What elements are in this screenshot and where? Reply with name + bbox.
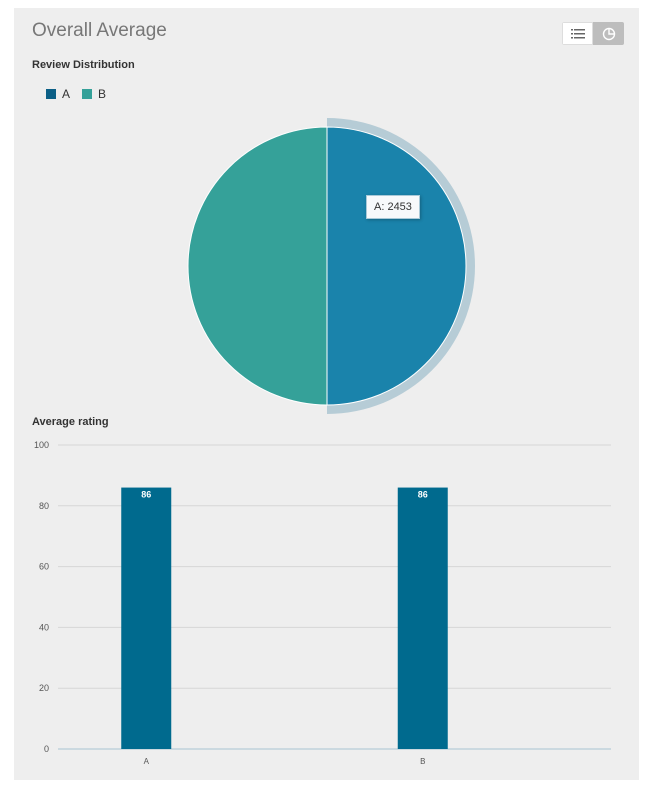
pie-chart [187,118,475,414]
y-tick-label: 20 [39,683,49,693]
bar-chart-title: Average rating [32,416,109,428]
list-view-button[interactable] [562,22,593,45]
pie-chart-icon [602,27,615,40]
list-icon [570,28,585,38]
pie-slice-b[interactable] [187,126,328,406]
x-tick-label: B [420,757,425,766]
y-tick-label: 60 [39,562,49,572]
panel-title: Overall Average [32,20,167,41]
pie-tooltip: A: 2453 [366,195,420,219]
bar-data-label: 86 [418,490,428,500]
legend-label-a: A [62,87,71,101]
legend-swatch-a [46,89,56,99]
y-tick-label: 0 [44,744,49,754]
bar-a[interactable] [121,487,172,749]
view-toggle[interactable] [562,22,624,45]
bar-data-label: 86 [141,490,151,500]
pie-slice-a[interactable] [326,126,467,406]
overall-average-panel: Overall Average Review Distribution A B [14,8,639,780]
y-tick-label: 100 [34,440,49,450]
legend-item-a[interactable]: A [46,87,70,101]
y-tick-label: 80 [39,501,49,511]
pie-view-button[interactable] [593,22,624,45]
bar-b[interactable] [397,487,448,749]
legend-label-b: B [98,87,107,101]
pie-legend: A B [46,87,106,101]
bar-chart: 0 20 40 60 80 100 86 A 86 B [34,440,611,766]
pie-chart-title: Review Distribution [32,59,135,71]
legend-swatch-b [82,89,93,99]
x-tick-label: A [144,757,150,766]
legend-item-b[interactable]: B [82,87,106,101]
y-tick-label: 40 [39,622,49,632]
